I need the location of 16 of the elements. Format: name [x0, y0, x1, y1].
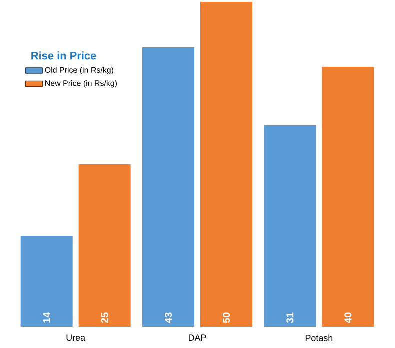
x-tick-label: DAP	[189, 334, 206, 341]
data-label: 14	[43, 312, 50, 323]
bar	[264, 126, 316, 327]
bar	[78, 164, 131, 327]
bar	[142, 47, 194, 327]
data-label: 43	[164, 312, 172, 324]
x-tick-label: Potash	[306, 334, 333, 342]
bar	[20, 236, 73, 327]
data-label: 50	[222, 312, 230, 324]
data-label: 40	[344, 312, 352, 324]
bar	[200, 2, 253, 327]
bar	[322, 66, 374, 327]
x-tick-label: Urea	[66, 334, 86, 342]
data-label: 31	[286, 312, 294, 324]
data-label: 25	[101, 312, 108, 324]
legend-title: Rise in Price	[32, 52, 96, 60]
